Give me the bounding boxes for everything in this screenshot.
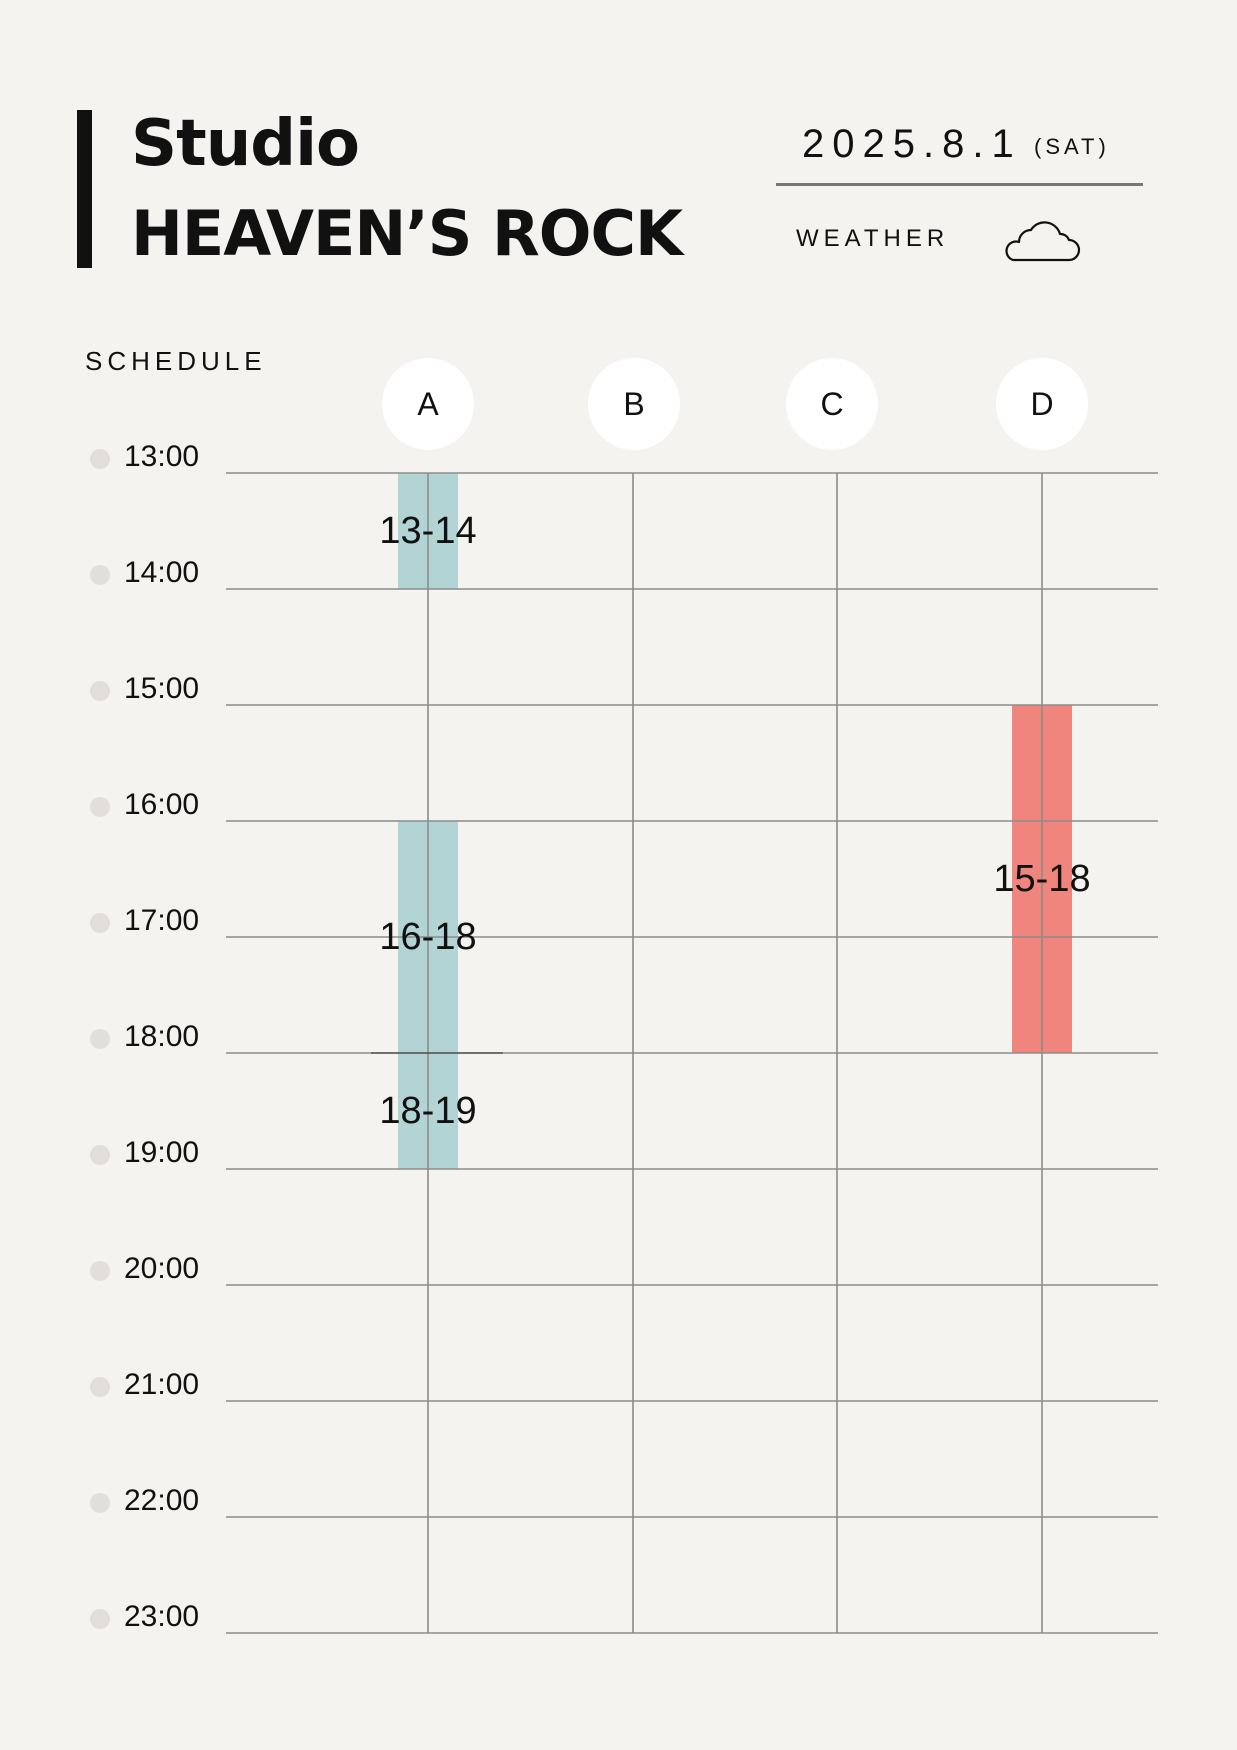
time-dot (90, 1145, 110, 1165)
booking-label: 18-19 (379, 1090, 477, 1132)
time-dot (90, 1609, 110, 1629)
time-slot: 19:00 (88, 1133, 228, 1173)
time-dot (90, 797, 110, 817)
day-of-week-text: (SAT) (1034, 134, 1110, 159)
time-slot: 16:00 (88, 785, 228, 825)
time-slot: 18:00 (88, 1017, 228, 1057)
time-slot: 15:00 (88, 669, 228, 709)
time-dot (90, 1261, 110, 1281)
weather-label: WEATHER (796, 225, 950, 252)
time-label: 17:00 (124, 904, 200, 937)
time-slot: 14:00 (88, 553, 228, 593)
title-accent-bar (77, 110, 92, 268)
cloud-icon (1005, 221, 1081, 262)
time-dot (90, 1493, 110, 1513)
time-slot: 20:00 (88, 1249, 228, 1289)
booking-label: 15-18 (993, 858, 1091, 900)
time-dot (90, 1377, 110, 1397)
time-dot (90, 681, 110, 701)
time-label: 21:00 (124, 1368, 200, 1401)
time-slot: 21:00 (88, 1365, 228, 1405)
studio-header-c: C (786, 358, 878, 450)
booking-label: 13-14 (379, 510, 477, 552)
studio-header-d: D (996, 358, 1088, 450)
time-slot: 23:00 (88, 1597, 228, 1637)
studio-header-a: A (382, 358, 474, 450)
time-label: 20:00 (124, 1252, 200, 1285)
time-slot: 13:00 (88, 437, 228, 477)
time-dot (90, 449, 110, 469)
time-label: 19:00 (124, 1136, 200, 1169)
time-dot (90, 1029, 110, 1049)
time-dot (90, 913, 110, 933)
studio-header-b: B (588, 358, 680, 450)
schedule-section-label: SCHEDULE (85, 346, 267, 376)
time-label: 23:00 (124, 1600, 200, 1633)
time-label: 18:00 (124, 1020, 200, 1053)
date-underline (776, 183, 1143, 186)
time-label: 15:00 (124, 672, 200, 705)
booking-label: 16-18 (379, 916, 477, 958)
time-dot (90, 565, 110, 585)
date-text: 2025.8.1 (802, 122, 1022, 166)
time-label: 13:00 (124, 440, 200, 473)
time-slot: 17:00 (88, 901, 228, 941)
page-title-line2: HEAVEN’S ROCK (131, 197, 683, 270)
time-slot: 22:00 (88, 1481, 228, 1521)
page-title-line1: Studio (131, 107, 360, 181)
time-label: 16:00 (124, 788, 200, 821)
time-label: 14:00 (124, 556, 200, 589)
time-label: 22:00 (124, 1484, 200, 1517)
